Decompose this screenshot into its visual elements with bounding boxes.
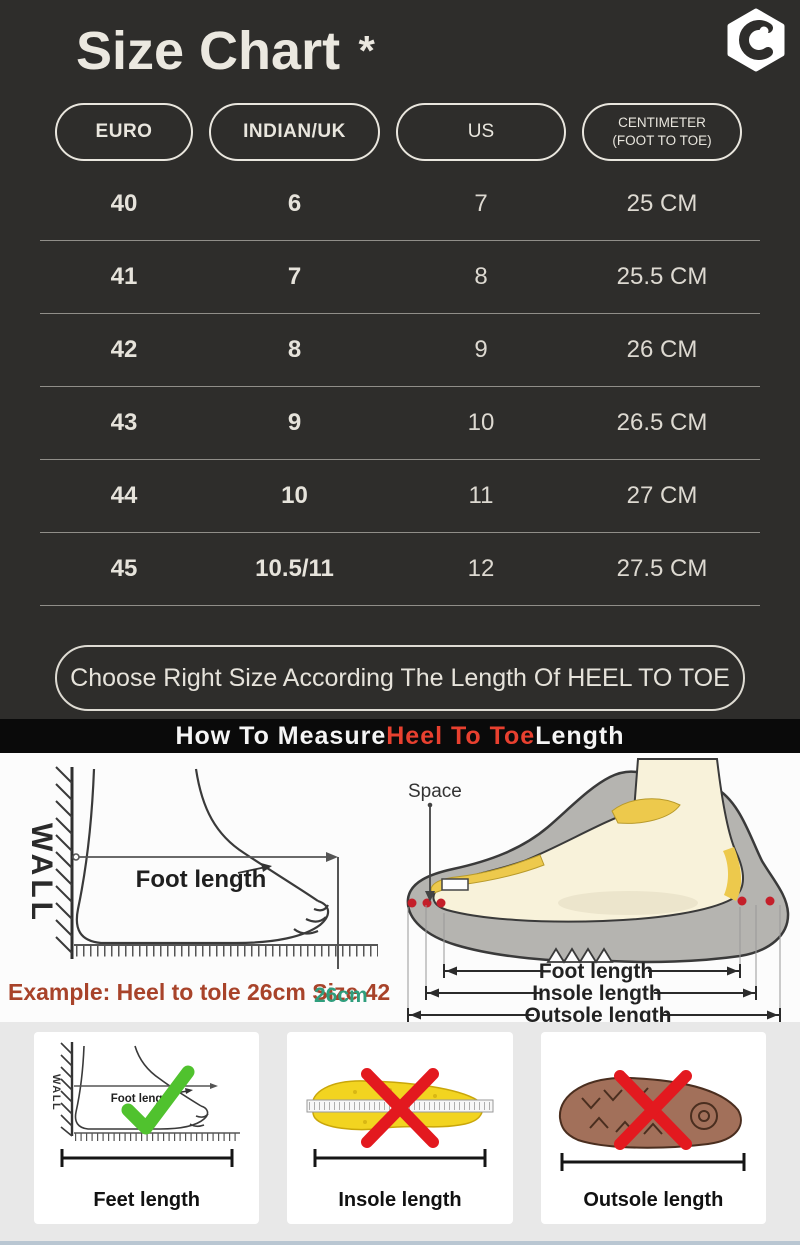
space-arrow xyxy=(425,802,435,902)
measure-bar xyxy=(60,1149,234,1167)
cell-us: 10 xyxy=(467,409,495,436)
table-row: 40 6 7 25 CM xyxy=(40,168,760,241)
outsole-length-card: Outsole length xyxy=(540,1032,766,1224)
cell-indian-uk: 7 xyxy=(287,263,302,290)
size-advice-text: Choose Right Size According The Length O… xyxy=(70,663,730,692)
cell-cm: 26.5 CM xyxy=(616,409,708,436)
cell-indian-uk: 6 xyxy=(287,190,302,217)
length-comparison-cards: WALL Foot length xyxy=(0,1022,800,1245)
cell-us: 9 xyxy=(474,336,488,363)
tread-zigzag xyxy=(546,947,614,964)
foot-length-label: Foot length xyxy=(539,960,653,983)
cell-euro: 44 xyxy=(110,482,138,509)
measure-bar xyxy=(560,1153,746,1171)
table-row: 44 10 11 27 CM xyxy=(40,460,760,533)
wall-label: WALL xyxy=(50,1074,62,1111)
insole-length-measure xyxy=(425,986,757,1000)
feet-length-diagram: WALL Foot length xyxy=(50,1042,240,1167)
outsole-length-label: Outsole length xyxy=(525,1004,672,1023)
banner-suffix: Length xyxy=(535,721,625,750)
card-label: Feet length xyxy=(93,1189,200,1211)
column-header-indian-uk: INDIAN/UK xyxy=(209,103,380,161)
title-asterisk: * xyxy=(358,27,375,74)
insole-yellow xyxy=(430,798,742,901)
column-header-centimeter: CENTIMETER (FOOT TO TOE) xyxy=(582,103,742,161)
wall-hatching xyxy=(60,1042,73,1137)
cell-cm: 26 CM xyxy=(626,336,698,363)
size-table-body: 40 6 7 25 CM 41 7 8 25.5 CM 42 8 9 26 CM… xyxy=(40,168,760,606)
table-row: 43 9 10 26.5 CM xyxy=(40,387,760,460)
foot-outline xyxy=(74,1045,209,1130)
cell-us: 12 xyxy=(467,555,495,582)
cell-cm: 27 CM xyxy=(626,482,698,509)
banner-prefix: How To Measure xyxy=(175,721,387,750)
cell-euro: 45 xyxy=(110,555,138,582)
cell-cm: 27.5 CM xyxy=(616,555,708,582)
wall-hatching xyxy=(55,766,73,954)
cross-icon xyxy=(360,1068,439,1148)
page-title: Size Chart xyxy=(76,21,341,81)
insole-length-diagram xyxy=(306,1068,494,1167)
table-row: 42 8 9 26 CM xyxy=(40,314,760,387)
check-icon xyxy=(121,1065,195,1135)
cross-icon xyxy=(614,1070,693,1150)
cell-us: 7 xyxy=(474,190,488,217)
table-row: 41 7 8 25.5 CM xyxy=(40,241,760,314)
insole-length-label: Insole length xyxy=(532,982,662,1005)
table-row: 45 10.5/11 12 27.5 CM xyxy=(40,533,760,606)
cell-us: 8 xyxy=(474,263,488,290)
outsole-length-diagram xyxy=(559,1070,746,1171)
ruler xyxy=(73,1132,240,1141)
foot-length-measure xyxy=(443,964,741,978)
cell-indian-uk: 8 xyxy=(287,336,302,363)
card-label: Insole length xyxy=(338,1189,462,1211)
cell-euro: 43 xyxy=(110,409,138,436)
size-advice-pill: Choose Right Size According The Length O… xyxy=(55,645,745,711)
measure-point-dots xyxy=(407,896,775,908)
feet-length-card: WALL Foot length xyxy=(34,1032,260,1224)
foot-outline xyxy=(75,768,330,945)
header: Size Chart * xyxy=(0,0,800,84)
bottom-divider xyxy=(0,1241,800,1245)
cell-indian-uk: 10 xyxy=(281,482,308,509)
card-label: Outsole length xyxy=(583,1189,724,1211)
how-to-measure-banner: How To Measure Heel To Toe Length xyxy=(0,719,800,753)
cell-euro: 41 xyxy=(110,263,138,290)
measure-bar xyxy=(313,1149,487,1167)
cell-cm: 25.5 CM xyxy=(616,263,708,290)
cell-euro: 40 xyxy=(110,190,138,217)
guide-lines xyxy=(407,905,781,1008)
column-header-us: US xyxy=(396,103,566,161)
cell-us: 11 xyxy=(468,482,494,509)
foot-against-wall-diagram: WALL Foot length xyxy=(25,766,378,969)
size-chart-panel: Size Chart * EURO INDIAN/UK US CENTIMETE… xyxy=(0,0,800,719)
ruler-value: 26cm xyxy=(314,984,368,1007)
column-header-euro: EURO xyxy=(55,103,193,161)
cell-euro: 42 xyxy=(110,336,138,363)
brand-logo-icon xyxy=(727,8,785,72)
table-header-row: EURO INDIAN/UK US CENTIMETER (FOOT TO TO… xyxy=(0,103,800,161)
example-text: Example: Heel to tole 26cm Size 42 xyxy=(8,979,391,1005)
cell-indian-uk: 9 xyxy=(287,409,302,436)
cell-indian-uk: 10.5/11 xyxy=(255,555,334,582)
foot-length-arrow xyxy=(72,852,338,874)
insole-length-card: Insole length xyxy=(287,1032,513,1224)
outsole-length-measure xyxy=(407,1008,781,1022)
wall-label: WALL xyxy=(25,823,58,924)
banner-highlight: Heel To Toe xyxy=(386,721,536,750)
foot-length-label: Foot length xyxy=(136,866,267,893)
foot-shading xyxy=(558,891,698,915)
shoe-cross-section-diagram: Space Foot length xyxy=(406,758,790,1023)
measure-diagrams: WALL Foot length xyxy=(0,753,800,1023)
cell-cm: 25 CM xyxy=(626,190,698,217)
space-label: Space xyxy=(408,781,462,802)
ruler xyxy=(74,944,378,957)
